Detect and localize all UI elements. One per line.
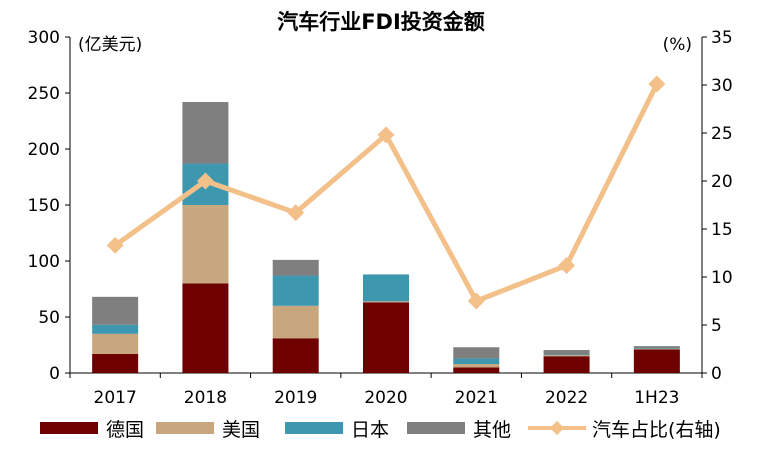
- bar-japan: [272, 275, 319, 306]
- bar-germany: [453, 367, 500, 373]
- x-tick-label: 2019: [274, 388, 317, 408]
- legend-label-japan: 日本: [351, 418, 390, 441]
- bar-series: [92, 101, 680, 373]
- bar-us: [182, 205, 229, 284]
- bar-germany: [272, 338, 319, 373]
- bar-germany: [363, 302, 409, 373]
- tick-labels: 0 50 100 150 200 250 300 0 5 10 15 20 25 30 35 2017 2018…: [28, 28, 733, 408]
- bar-us: [453, 364, 500, 368]
- bar-other: [453, 347, 500, 359]
- bar-us: [272, 305, 319, 339]
- right-tick-label: 5: [711, 316, 722, 336]
- right-tick-label: 35: [711, 28, 733, 48]
- x-tick-label: 2020: [364, 388, 407, 408]
- legend-label-share: 汽车占比(右轴): [592, 418, 721, 441]
- bar-other: [272, 259, 319, 276]
- share-point: [377, 126, 395, 144]
- bar-japan: [92, 324, 139, 334]
- legend-item-japan: 日本: [285, 412, 389, 444]
- left-tick-label: 150: [28, 196, 60, 216]
- legend-label-us: 美国: [222, 418, 261, 441]
- legend-item-us: 美国: [156, 412, 260, 444]
- legend-swatch-share: [528, 422, 586, 434]
- left-tick-label: 300: [28, 28, 60, 48]
- right-axis-unit: (%): [663, 35, 692, 55]
- legend-item-germany: 德国: [40, 412, 144, 444]
- bar-us: [633, 348, 680, 350]
- left-tick-label: 100: [28, 252, 60, 272]
- right-tick-label: 10: [711, 268, 733, 288]
- legend-swatch-us: [156, 422, 214, 434]
- share-point: [558, 256, 576, 274]
- bar-us: [543, 355, 590, 357]
- share-point: [467, 292, 485, 310]
- right-tick-label: 15: [711, 220, 733, 240]
- bar-us: [92, 333, 139, 354]
- x-tick-label: 2018: [184, 388, 227, 408]
- bar-other: [182, 101, 229, 164]
- right-tick-label: 20: [711, 172, 733, 192]
- x-tick-label: 2017: [94, 388, 137, 408]
- left-tick-label: 0: [49, 364, 60, 384]
- bar-germany: [543, 356, 590, 373]
- left-tick-label: 200: [28, 140, 60, 160]
- x-tick-label: 2021: [455, 388, 498, 408]
- legend-item-share: 汽车占比(右轴): [528, 412, 721, 444]
- left-tick-label: 250: [28, 84, 60, 104]
- chart-title: 汽车行业FDI投资金额: [277, 10, 485, 34]
- bar-germany: [633, 349, 680, 373]
- legend-label-other: 其他: [473, 418, 512, 441]
- bar-us: [363, 301, 409, 303]
- bar-japan: [633, 348, 680, 349]
- right-tick-label: 0: [711, 364, 722, 384]
- legend-swatch-other: [407, 422, 465, 434]
- bar-japan: [543, 354, 590, 356]
- bar-japan: [363, 274, 409, 302]
- right-tick-label: 25: [711, 124, 733, 144]
- left-axis-unit: (亿美元): [78, 35, 142, 55]
- share-line-series: [106, 75, 666, 310]
- bar-other: [633, 346, 680, 349]
- legend-item-other: 其他: [407, 412, 511, 444]
- share-point: [287, 204, 305, 222]
- legend-swatch-japan: [285, 422, 343, 434]
- bar-other: [543, 350, 590, 355]
- share-point: [106, 236, 124, 254]
- legend: 德国 美国 日本 其他 汽车占比(右轴): [0, 412, 762, 448]
- bar-other: [92, 296, 139, 325]
- x-tick-label: 1H23: [634, 388, 679, 408]
- legend-label-germany: 德国: [106, 418, 145, 441]
- share-point: [648, 75, 666, 93]
- bar-germany: [92, 353, 139, 373]
- share-point: [196, 172, 214, 190]
- bar-germany: [182, 283, 229, 373]
- x-tick-label: 2022: [545, 388, 588, 408]
- right-tick-label: 30: [711, 76, 733, 96]
- left-tick-label: 50: [38, 308, 60, 328]
- legend-swatch-germany: [40, 422, 98, 434]
- bar-japan: [453, 358, 500, 365]
